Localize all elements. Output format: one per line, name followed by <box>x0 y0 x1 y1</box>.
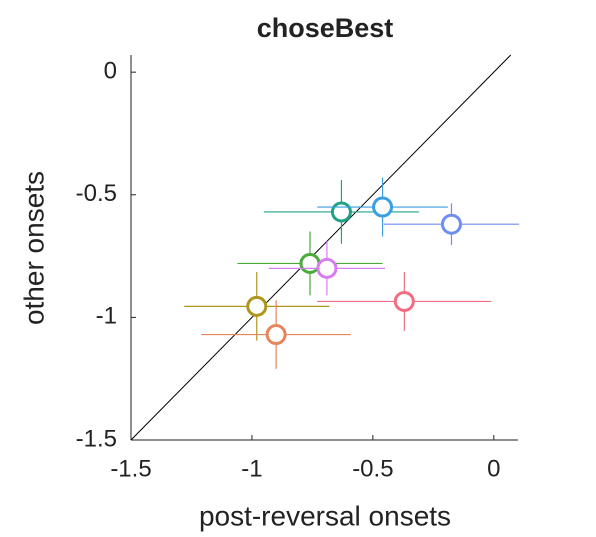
x-tick-label: -0.5 <box>352 455 393 482</box>
identity-line <box>130 54 512 441</box>
chart-title: choseBest <box>257 13 394 43</box>
x-axis-label: post-reversal onsets <box>199 500 451 531</box>
y-axis-label: other onsets <box>18 171 49 325</box>
point <box>372 196 394 218</box>
x-tick-label: 0 <box>487 455 500 482</box>
point <box>440 213 462 235</box>
y-tick-label: 0 <box>104 58 117 85</box>
point <box>299 252 321 274</box>
point <box>265 324 287 346</box>
y-tick-label: -0.5 <box>76 180 117 207</box>
y-tick-label: -1.5 <box>76 425 117 452</box>
x-tick-label: -1.5 <box>110 455 151 482</box>
x-tick-label: -1 <box>241 455 262 482</box>
point <box>330 201 352 223</box>
point <box>246 295 268 317</box>
point <box>316 257 338 279</box>
point <box>393 290 415 312</box>
y-tick-label: -1 <box>96 303 117 330</box>
